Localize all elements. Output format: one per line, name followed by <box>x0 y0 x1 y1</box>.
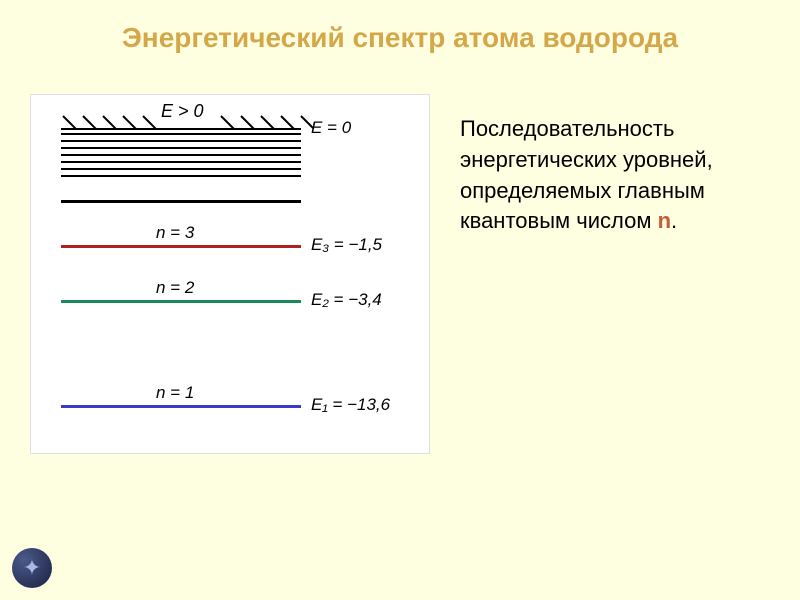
energy-level-line <box>61 300 301 303</box>
energy-level-line <box>61 245 301 248</box>
energy-level-line <box>61 200 301 203</box>
level-n-label: n = 2 <box>156 278 194 298</box>
energy-level-e0 <box>61 128 301 130</box>
logo-badge: ✦ <box>12 548 52 588</box>
level-n-label: n = 3 <box>156 223 194 243</box>
level-e-label: E₁ = −13,6 <box>311 395 390 415</box>
content-wrapper: E > 0 E = 0 n = 3 E₃ = −1,5 n = 2 E₂ = −3,4 n … <box>0 64 800 454</box>
dense-energy-level <box>61 147 301 149</box>
label-e-equals-0: E = 0 <box>311 118 351 138</box>
star-icon: ✦ <box>23 555 41 581</box>
dense-energy-level <box>61 168 301 170</box>
energy-level-line <box>61 405 301 408</box>
dense-energy-level <box>61 133 301 135</box>
level-e-label: E₂ = −3,4 <box>311 290 382 310</box>
dense-energy-level <box>61 140 301 142</box>
slide-title: Энергетический спектр атома водорода <box>0 0 800 64</box>
description-suffix: . <box>671 208 677 233</box>
dense-energy-level <box>61 161 301 163</box>
energy-diagram: E > 0 E = 0 n = 3 E₃ = −1,5 n = 2 E₂ = −3,4 n … <box>30 94 430 454</box>
level-e-label: E₃ = −1,5 <box>311 235 382 255</box>
continuum-label-e-gt-0: E > 0 <box>161 101 204 122</box>
description-text: Последовательность энергетических уровне… <box>430 94 780 454</box>
dense-energy-level <box>61 175 301 177</box>
level-n-label: n = 1 <box>156 383 194 403</box>
dense-energy-level <box>61 154 301 156</box>
quantum-number-n: n <box>658 208 671 233</box>
